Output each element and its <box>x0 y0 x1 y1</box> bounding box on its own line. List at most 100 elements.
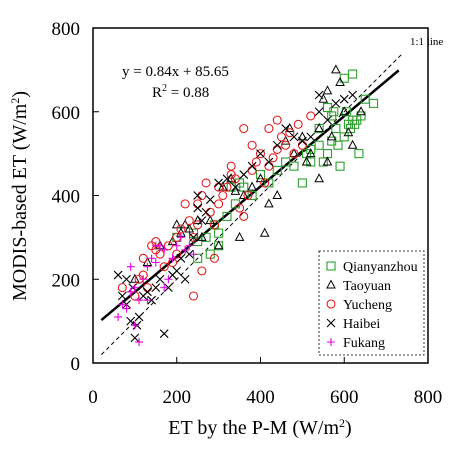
data-point <box>197 190 207 201</box>
data-point <box>160 245 169 254</box>
data-point <box>130 273 140 283</box>
data-point <box>197 266 207 276</box>
data-point <box>130 321 139 330</box>
data-point <box>322 85 333 95</box>
data-point <box>264 178 274 188</box>
data-point <box>214 199 224 209</box>
data-point <box>285 128 295 138</box>
data-point <box>230 185 241 195</box>
data-point <box>222 211 232 221</box>
series-haibei <box>113 90 358 343</box>
data-point <box>188 291 199 301</box>
legend-item-taoyuan: Taoyuan <box>326 279 391 294</box>
data-point <box>188 232 199 242</box>
data-point <box>264 198 274 208</box>
data-point <box>348 69 358 79</box>
data-point <box>163 283 173 293</box>
data-point <box>126 316 136 326</box>
data-point <box>172 249 182 259</box>
data-point <box>247 140 257 150</box>
data-point <box>176 224 186 234</box>
data-point <box>205 195 215 205</box>
legend-marker <box>326 318 336 328</box>
data-point <box>135 338 144 347</box>
legend-label: Taoyuan <box>343 279 391 294</box>
data-point <box>134 312 144 322</box>
data-point <box>284 122 295 132</box>
data-point <box>160 283 169 292</box>
data-point <box>164 275 173 284</box>
data-point <box>205 207 215 217</box>
data-point <box>142 283 152 293</box>
data-point <box>172 241 181 250</box>
data-point <box>239 123 249 134</box>
legend-label: Qianyanzhou <box>343 260 418 275</box>
y-axis-title: MODIS-based ET (W/m2) <box>8 91 31 301</box>
data-point <box>306 111 316 121</box>
data-point <box>272 165 282 175</box>
data-point <box>281 124 291 133</box>
data-point <box>268 153 278 163</box>
data-point <box>151 258 160 267</box>
data-point <box>238 189 249 199</box>
data-point <box>193 199 203 209</box>
data-point <box>255 149 266 159</box>
data-point <box>189 250 198 259</box>
x-tick-label: 0 <box>88 387 98 408</box>
data-point <box>306 132 316 142</box>
data-point <box>189 232 198 242</box>
data-point <box>335 76 345 86</box>
data-point <box>297 140 307 150</box>
data-point <box>185 241 194 250</box>
data-point <box>289 148 299 158</box>
series-fukang <box>114 233 198 347</box>
data-point <box>322 149 333 159</box>
data-point <box>147 254 156 263</box>
data-point <box>147 295 157 305</box>
data-point <box>356 106 366 116</box>
legend-box <box>318 250 425 356</box>
data-point <box>126 287 135 296</box>
data-point <box>193 253 203 263</box>
data-point <box>218 190 228 201</box>
data-point <box>180 274 190 284</box>
data-point <box>314 173 324 183</box>
data-point <box>264 161 274 171</box>
data-point <box>289 161 299 171</box>
data-point <box>297 131 308 141</box>
data-point <box>126 262 135 271</box>
data-point <box>255 170 266 180</box>
data-point <box>193 220 203 230</box>
data-point <box>117 291 127 301</box>
data-point <box>314 90 324 100</box>
data-point <box>176 253 186 263</box>
data-point <box>293 119 303 129</box>
data-point <box>143 262 152 271</box>
data-point <box>301 156 312 166</box>
data-point <box>226 161 236 171</box>
data-point <box>192 215 203 225</box>
data-point <box>305 148 316 158</box>
data-point <box>193 191 203 200</box>
data-point <box>272 140 282 150</box>
data-point <box>130 283 139 292</box>
data-point <box>122 274 131 284</box>
data-point <box>171 219 182 229</box>
data-point <box>322 156 333 166</box>
data-point <box>181 245 190 254</box>
data-point <box>118 300 127 309</box>
data-point <box>331 64 341 74</box>
data-point <box>339 132 349 142</box>
data-points <box>113 64 379 347</box>
axis-ticks <box>92 27 429 364</box>
data-point <box>247 190 257 201</box>
data-point <box>347 139 358 149</box>
x-tick-label: 400 <box>246 387 275 408</box>
data-point <box>159 262 169 272</box>
one-to-one-line <box>101 52 404 355</box>
data-point <box>348 90 358 100</box>
legend-label: Fukang <box>343 336 385 351</box>
data-point <box>339 106 350 116</box>
data-point <box>272 115 282 125</box>
data-point <box>276 132 286 142</box>
